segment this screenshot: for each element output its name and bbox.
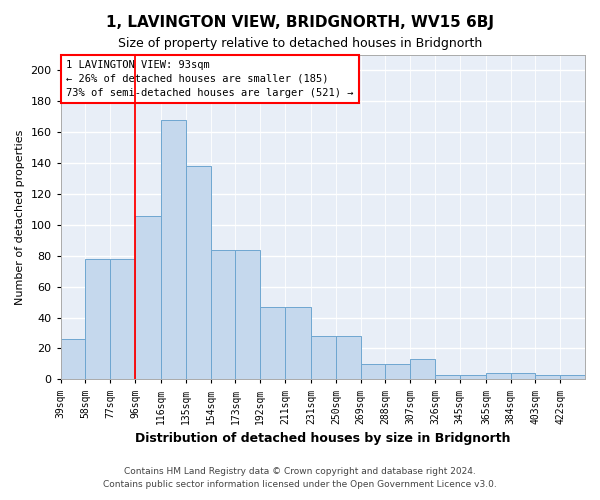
Bar: [260, 307, 285, 380]
Bar: [135, 216, 161, 380]
Bar: [511, 373, 535, 380]
Bar: [486, 373, 511, 380]
Text: Contains HM Land Registry data © Crown copyright and database right 2024.
Contai: Contains HM Land Registry data © Crown c…: [103, 468, 497, 489]
Bar: [410, 360, 435, 380]
Bar: [311, 336, 336, 380]
Bar: [435, 375, 460, 380]
Bar: [285, 307, 311, 380]
Y-axis label: Number of detached properties: Number of detached properties: [15, 130, 25, 305]
Bar: [385, 364, 410, 380]
Bar: [460, 375, 486, 380]
Bar: [560, 375, 585, 380]
Text: Size of property relative to detached houses in Bridgnorth: Size of property relative to detached ho…: [118, 38, 482, 51]
Bar: [110, 259, 135, 380]
Bar: [85, 259, 110, 380]
Bar: [211, 250, 235, 380]
Bar: [161, 120, 186, 380]
Text: 1 LAVINGTON VIEW: 93sqm
← 26% of detached houses are smaller (185)
73% of semi-d: 1 LAVINGTON VIEW: 93sqm ← 26% of detache…: [66, 60, 353, 98]
Text: 1, LAVINGTON VIEW, BRIDGNORTH, WV15 6BJ: 1, LAVINGTON VIEW, BRIDGNORTH, WV15 6BJ: [106, 15, 494, 30]
X-axis label: Distribution of detached houses by size in Bridgnorth: Distribution of detached houses by size …: [135, 432, 511, 445]
Bar: [336, 336, 361, 380]
Bar: [186, 166, 211, 380]
Bar: [235, 250, 260, 380]
Bar: [61, 339, 85, 380]
Bar: [361, 364, 385, 380]
Bar: [535, 375, 560, 380]
